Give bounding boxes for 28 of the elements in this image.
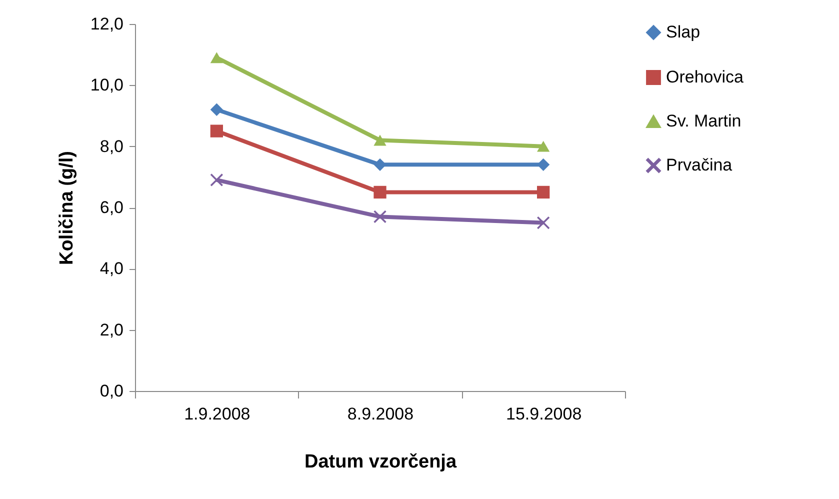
x-axis-title: Datum vzorčenja — [304, 452, 457, 472]
point — [210, 103, 223, 116]
y-tick-label: 10,0 — [90, 76, 124, 95]
y-tick-label: 6,0 — [100, 198, 124, 217]
legend-label: Sv. Martin — [666, 112, 742, 130]
point — [210, 52, 223, 64]
y-tick-label: 8,0 — [100, 136, 124, 156]
point — [537, 186, 550, 199]
x-tick-label: 8.9.2008 — [347, 404, 414, 424]
y-axis-title: Količina (g/l) — [56, 151, 78, 265]
point — [537, 216, 550, 230]
y-tick-label: 2,0 — [100, 320, 124, 340]
point — [537, 158, 550, 172]
y-tick-label: 12,0 — [90, 14, 124, 34]
legend-label: Slap — [666, 22, 700, 42]
x-tick-label: 15.9.2008 — [506, 404, 582, 424]
point — [374, 186, 386, 199]
point — [374, 134, 386, 146]
point — [210, 124, 223, 138]
y-tick-label: 0,0 — [100, 382, 124, 400]
x-tick-label: 1.9.2008 — [184, 404, 250, 424]
y-tick-label: 4,0 — [100, 259, 124, 278]
point — [374, 210, 386, 223]
legend-label: Orehovica — [666, 68, 744, 86]
point — [210, 174, 223, 186]
legend-label: Prvačina — [666, 156, 733, 174]
point — [374, 158, 386, 172]
point — [537, 140, 550, 152]
